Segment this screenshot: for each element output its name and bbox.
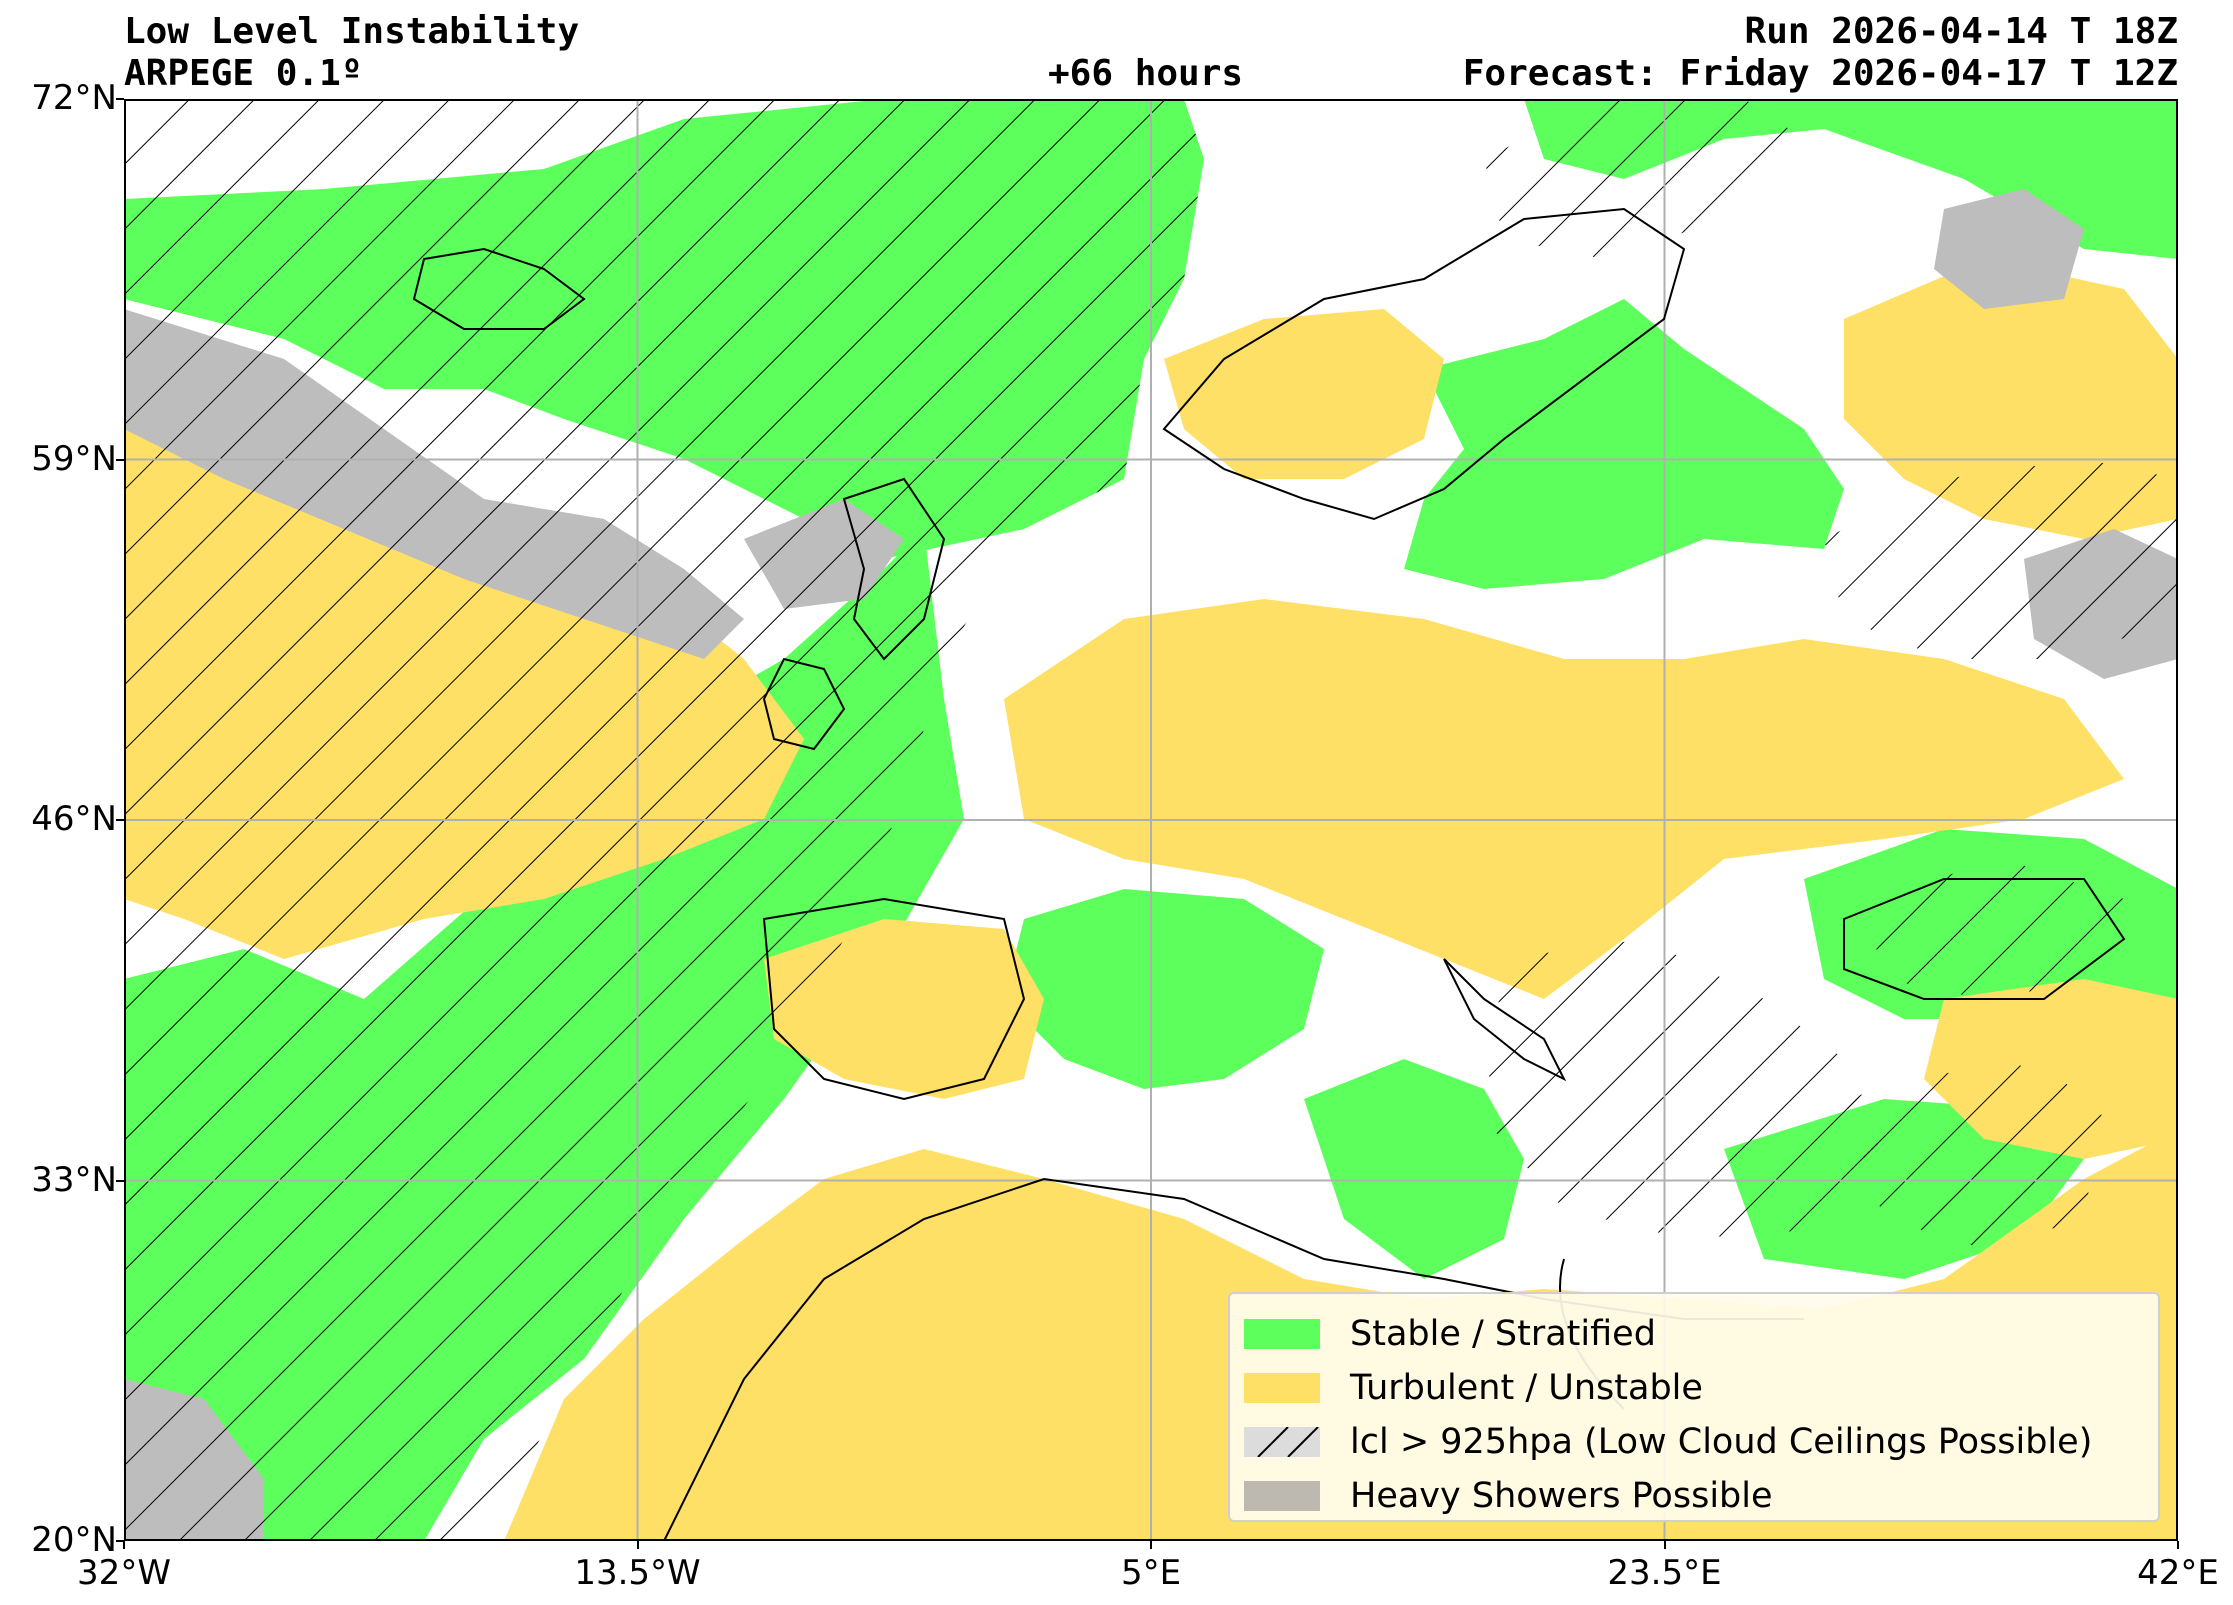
legend-item-stable: Stable / Stratified	[1244, 1314, 1656, 1354]
lon-tick-mark	[1150, 1541, 1152, 1549]
legend-swatch-stable	[1244, 1319, 1320, 1349]
unstable-region-central-europe	[1004, 599, 2124, 999]
legend: Stable / Stratified Turbulent / Unstable…	[1228, 1292, 2160, 1522]
shower-patch-kola	[1934, 189, 2084, 309]
coastlines	[412, 207, 2126, 1541]
lat-tick-mark	[116, 1540, 124, 1542]
lat-tick-label: 33°N	[31, 1159, 117, 1200]
lon-tick-label: 32°W	[77, 1553, 171, 1593]
coast-scandinavia	[1162, 207, 1686, 521]
coast-iberia	[762, 897, 1026, 1101]
lat-tick-label: 59°N	[31, 438, 117, 479]
lcl-region-east-europe	[1824, 459, 2178, 659]
map-title: Low Level Instability	[124, 11, 580, 52]
lcl-region-central-med	[1484, 939, 1884, 1239]
lat-tick-mark	[116, 458, 124, 461]
legend-item-unstable: Turbulent / Unstable	[1244, 1368, 1703, 1408]
legend-label-showers: Heavy Showers Possible	[1350, 1476, 1773, 1516]
legend-swatch-lcl	[1244, 1427, 1320, 1457]
stable-region-western-med	[1004, 889, 1324, 1089]
stable-region-baltic	[1404, 299, 1844, 589]
lon-tick-label: 42°E	[2137, 1553, 2219, 1593]
lcl-region-norway	[1484, 99, 1804, 259]
lat-tick-label: 72°N	[31, 78, 117, 118]
legend-label-unstable: Turbulent / Unstable	[1350, 1368, 1703, 1408]
unstable-region-scandinavia	[1164, 309, 1444, 479]
run-label: Run 2026-04-14 T 18Z	[1744, 11, 2178, 52]
lat-tick-mark	[116, 1179, 124, 1182]
forecast-label: Forecast: Friday 2026-04-17 T 12Z	[1462, 53, 2178, 94]
legend-swatch-unstable	[1244, 1373, 1320, 1403]
lon-tick-mark	[636, 1541, 639, 1549]
coast-italy	[1443, 958, 1567, 1082]
lon-tick-mark	[1663, 1541, 1666, 1549]
lon-tick-label: 5°E	[1120, 1553, 1182, 1593]
legend-label-stable: Stable / Stratified	[1350, 1314, 1656, 1354]
lon-tick-mark	[123, 1541, 125, 1549]
lon-tick-label: 13.5°W	[574, 1553, 701, 1593]
model-label: ARPEGE 0.1º	[124, 53, 363, 94]
lat-tick-mark	[116, 98, 124, 100]
stable-region-central-med	[1304, 1059, 1524, 1279]
coast-great-britain	[842, 477, 946, 661]
legend-swatch-showers	[1244, 1481, 1320, 1511]
lat-tick-label: 20°N	[31, 1520, 117, 1560]
coast-black-sea	[1843, 878, 2126, 1000]
lon-tick-mark	[2177, 1541, 2179, 1549]
lead-time-label: +66 hours	[1048, 53, 1244, 94]
legend-item-showers: Heavy Showers Possible	[1244, 1476, 1773, 1516]
unstable-region-iberia	[764, 919, 1044, 1099]
legend-label-lcl: lcl > 925hpa (Low Cloud Ceilings Possibl…	[1350, 1422, 2093, 1462]
legend-item-lcl: lcl > 925hpa (Low Cloud Ceilings Possibl…	[1244, 1422, 2093, 1462]
coast-iceland	[412, 247, 586, 330]
lat-tick-label: 46°N	[31, 799, 117, 839]
gridlines	[124, 99, 2178, 1541]
lcl-region-eastern-med	[1844, 1059, 2104, 1249]
coast-ireland	[762, 657, 846, 751]
lon-tick-label: 23.5°E	[1607, 1553, 1722, 1593]
lcl-region-black-sea	[1864, 859, 2124, 999]
lat-tick-mark	[116, 819, 124, 821]
